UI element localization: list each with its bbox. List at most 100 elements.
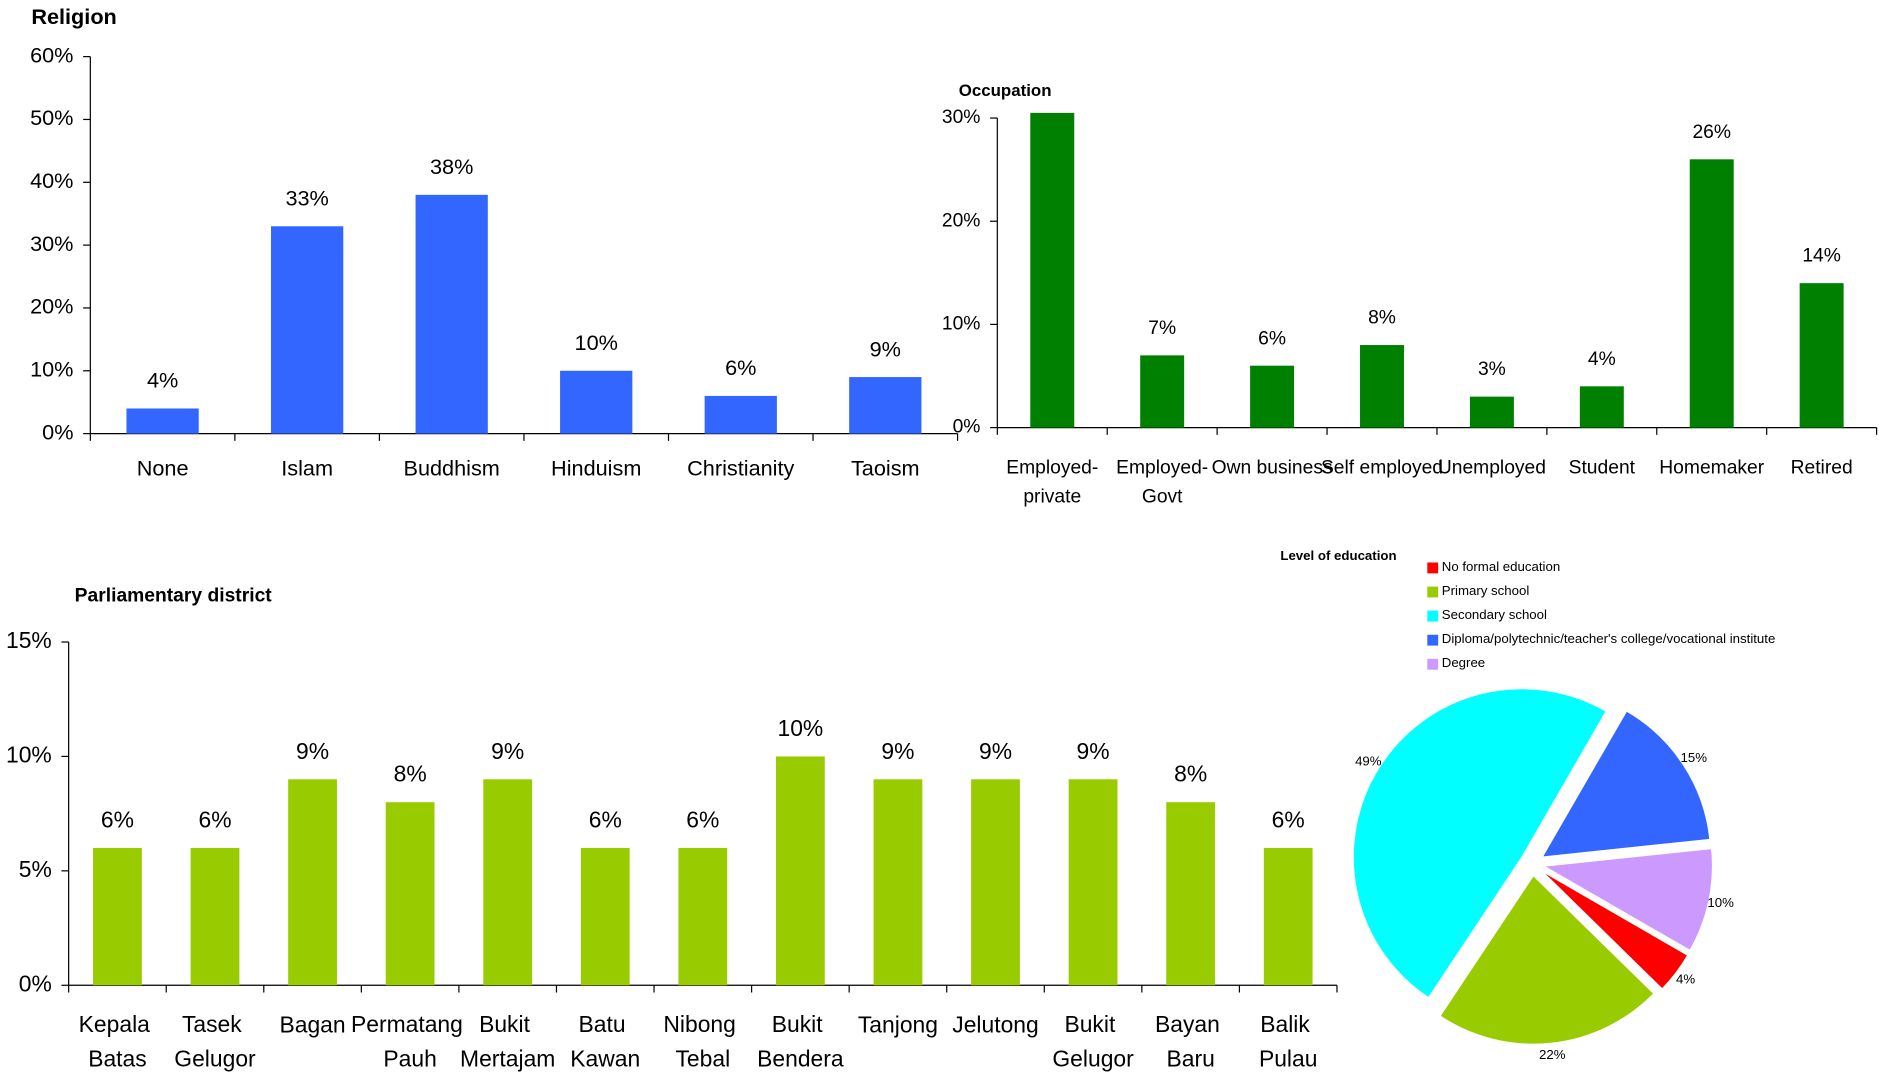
label-line: Bukit [772,1011,829,1037]
label-line: Kepala [79,1011,157,1037]
x-tick-label: Bagan [279,1011,345,1037]
y-tick-label: 15% [6,627,52,653]
x-tick-label: Jelutong [952,1011,1038,1037]
label-line: Batas [88,1046,147,1072]
x-tick-label: Employed- Govt [1116,458,1208,508]
x-tick-label: None [137,455,189,480]
y-tick-label: 10% [30,357,73,382]
data-label: 10% [777,715,823,741]
label-line: Nibong [663,1011,742,1037]
bar [560,370,633,434]
legend-label: Primary school [1442,583,1530,598]
x-tick-label: Bukit Mertajam [460,1011,555,1071]
bar [678,847,728,986]
pie-slice [1352,688,1608,999]
x-tick-label: Bukit Gelugor [1052,1011,1134,1071]
y-tick-label: 20% [942,210,981,231]
x-tick-label: Bukit Bendera [757,1011,844,1071]
chart-title: Occupation [959,81,1052,100]
bar [1030,112,1075,428]
y-tick-label: 0% [19,970,52,996]
pie-slice [1541,870,1689,990]
legend-label: No formal education [1442,559,1560,574]
bar [93,847,142,986]
x-tick-label: Permatang Pauh [351,1011,469,1071]
bar [873,779,923,986]
pie-slice [1439,874,1655,1045]
data-label: 6% [198,807,231,833]
x-tick-label: Nibong Tebal [663,1011,742,1071]
label-line: Employed- [1006,458,1098,479]
x-tick-label: Buddhism [403,455,499,480]
data-label: 6% [1258,328,1286,349]
x-tick-label: Balik Pulau [1259,1011,1318,1071]
x-tick-label: Tasek Gelugor [174,1011,256,1071]
label-line: Baru [1166,1046,1214,1072]
data-label: 26% [1692,122,1731,143]
data-label: 9% [870,336,901,361]
bar [704,395,777,434]
y-tick-label: 0% [953,417,981,438]
x-tick-label: Tanjong [858,1011,938,1037]
data-label: 38% [430,154,473,179]
data-label: 9% [1077,738,1110,764]
legend-swatch [1427,610,1439,622]
label-line: Bendera [757,1046,844,1072]
data-label: 9% [881,738,914,764]
data-label: 4% [1588,349,1616,370]
data-label: 9% [979,738,1012,764]
x-tick-label: Unemployed [1438,458,1546,479]
label-line: Pauh [383,1046,436,1072]
data-label: 8% [1368,308,1396,329]
label-line: Bayan [1155,1011,1226,1037]
bar [1579,386,1624,428]
x-tick-label: Student [1569,458,1636,479]
label-line: Batu [579,1011,632,1037]
bar [1360,345,1404,428]
legend-swatch [1427,658,1439,670]
label-line: Gelugor [1052,1046,1134,1072]
y-tick-label: 0% [42,419,73,444]
bar [415,194,488,434]
label-line: Tasek [182,1011,248,1037]
data-label: 6% [589,807,622,833]
bar [1068,779,1118,986]
label-line: Employed- [1116,458,1208,479]
x-tick-label: Taoism [851,455,920,480]
legend-label: Degree [1442,655,1485,670]
bar [385,802,435,986]
label-line: Pulau [1259,1046,1318,1072]
legend-swatch [1427,634,1439,646]
data-label: 10% [575,330,618,355]
label-line: Balik [1260,1011,1316,1037]
y-tick-label: 40% [30,168,73,193]
bar [288,779,337,986]
label-line: private [1023,487,1081,508]
chart-title: Religion [31,4,116,29]
x-tick-label: Employed-private [1006,458,1098,508]
data-label: 8% [394,761,427,787]
data-label: 9% [296,738,329,764]
legend-label: Secondary school [1442,607,1547,622]
data-label: 14% [1802,246,1841,267]
y-tick-label: 30% [30,231,73,256]
pie-slice [1541,710,1711,858]
bar [483,779,533,986]
pie-slice [1541,847,1714,952]
chart-title: Level of education [1280,548,1396,563]
label-line: Permatang [351,1011,469,1037]
bar [1689,159,1734,428]
x-tick-label: Batu Kawan [570,1011,640,1071]
legend-swatch [1427,562,1439,574]
y-tick-label: 20% [30,294,73,319]
data-label: 9% [491,738,524,764]
bar [775,756,825,986]
y-tick-label: 10% [6,741,52,767]
bar [1250,365,1295,428]
data-label: 49% [1355,754,1382,769]
data-label: 3% [1478,359,1506,380]
label-line: Mertajam [460,1046,555,1072]
label-line: Bukit [479,1011,536,1037]
bar [1166,802,1216,986]
y-tick-label: 30% [942,107,981,128]
